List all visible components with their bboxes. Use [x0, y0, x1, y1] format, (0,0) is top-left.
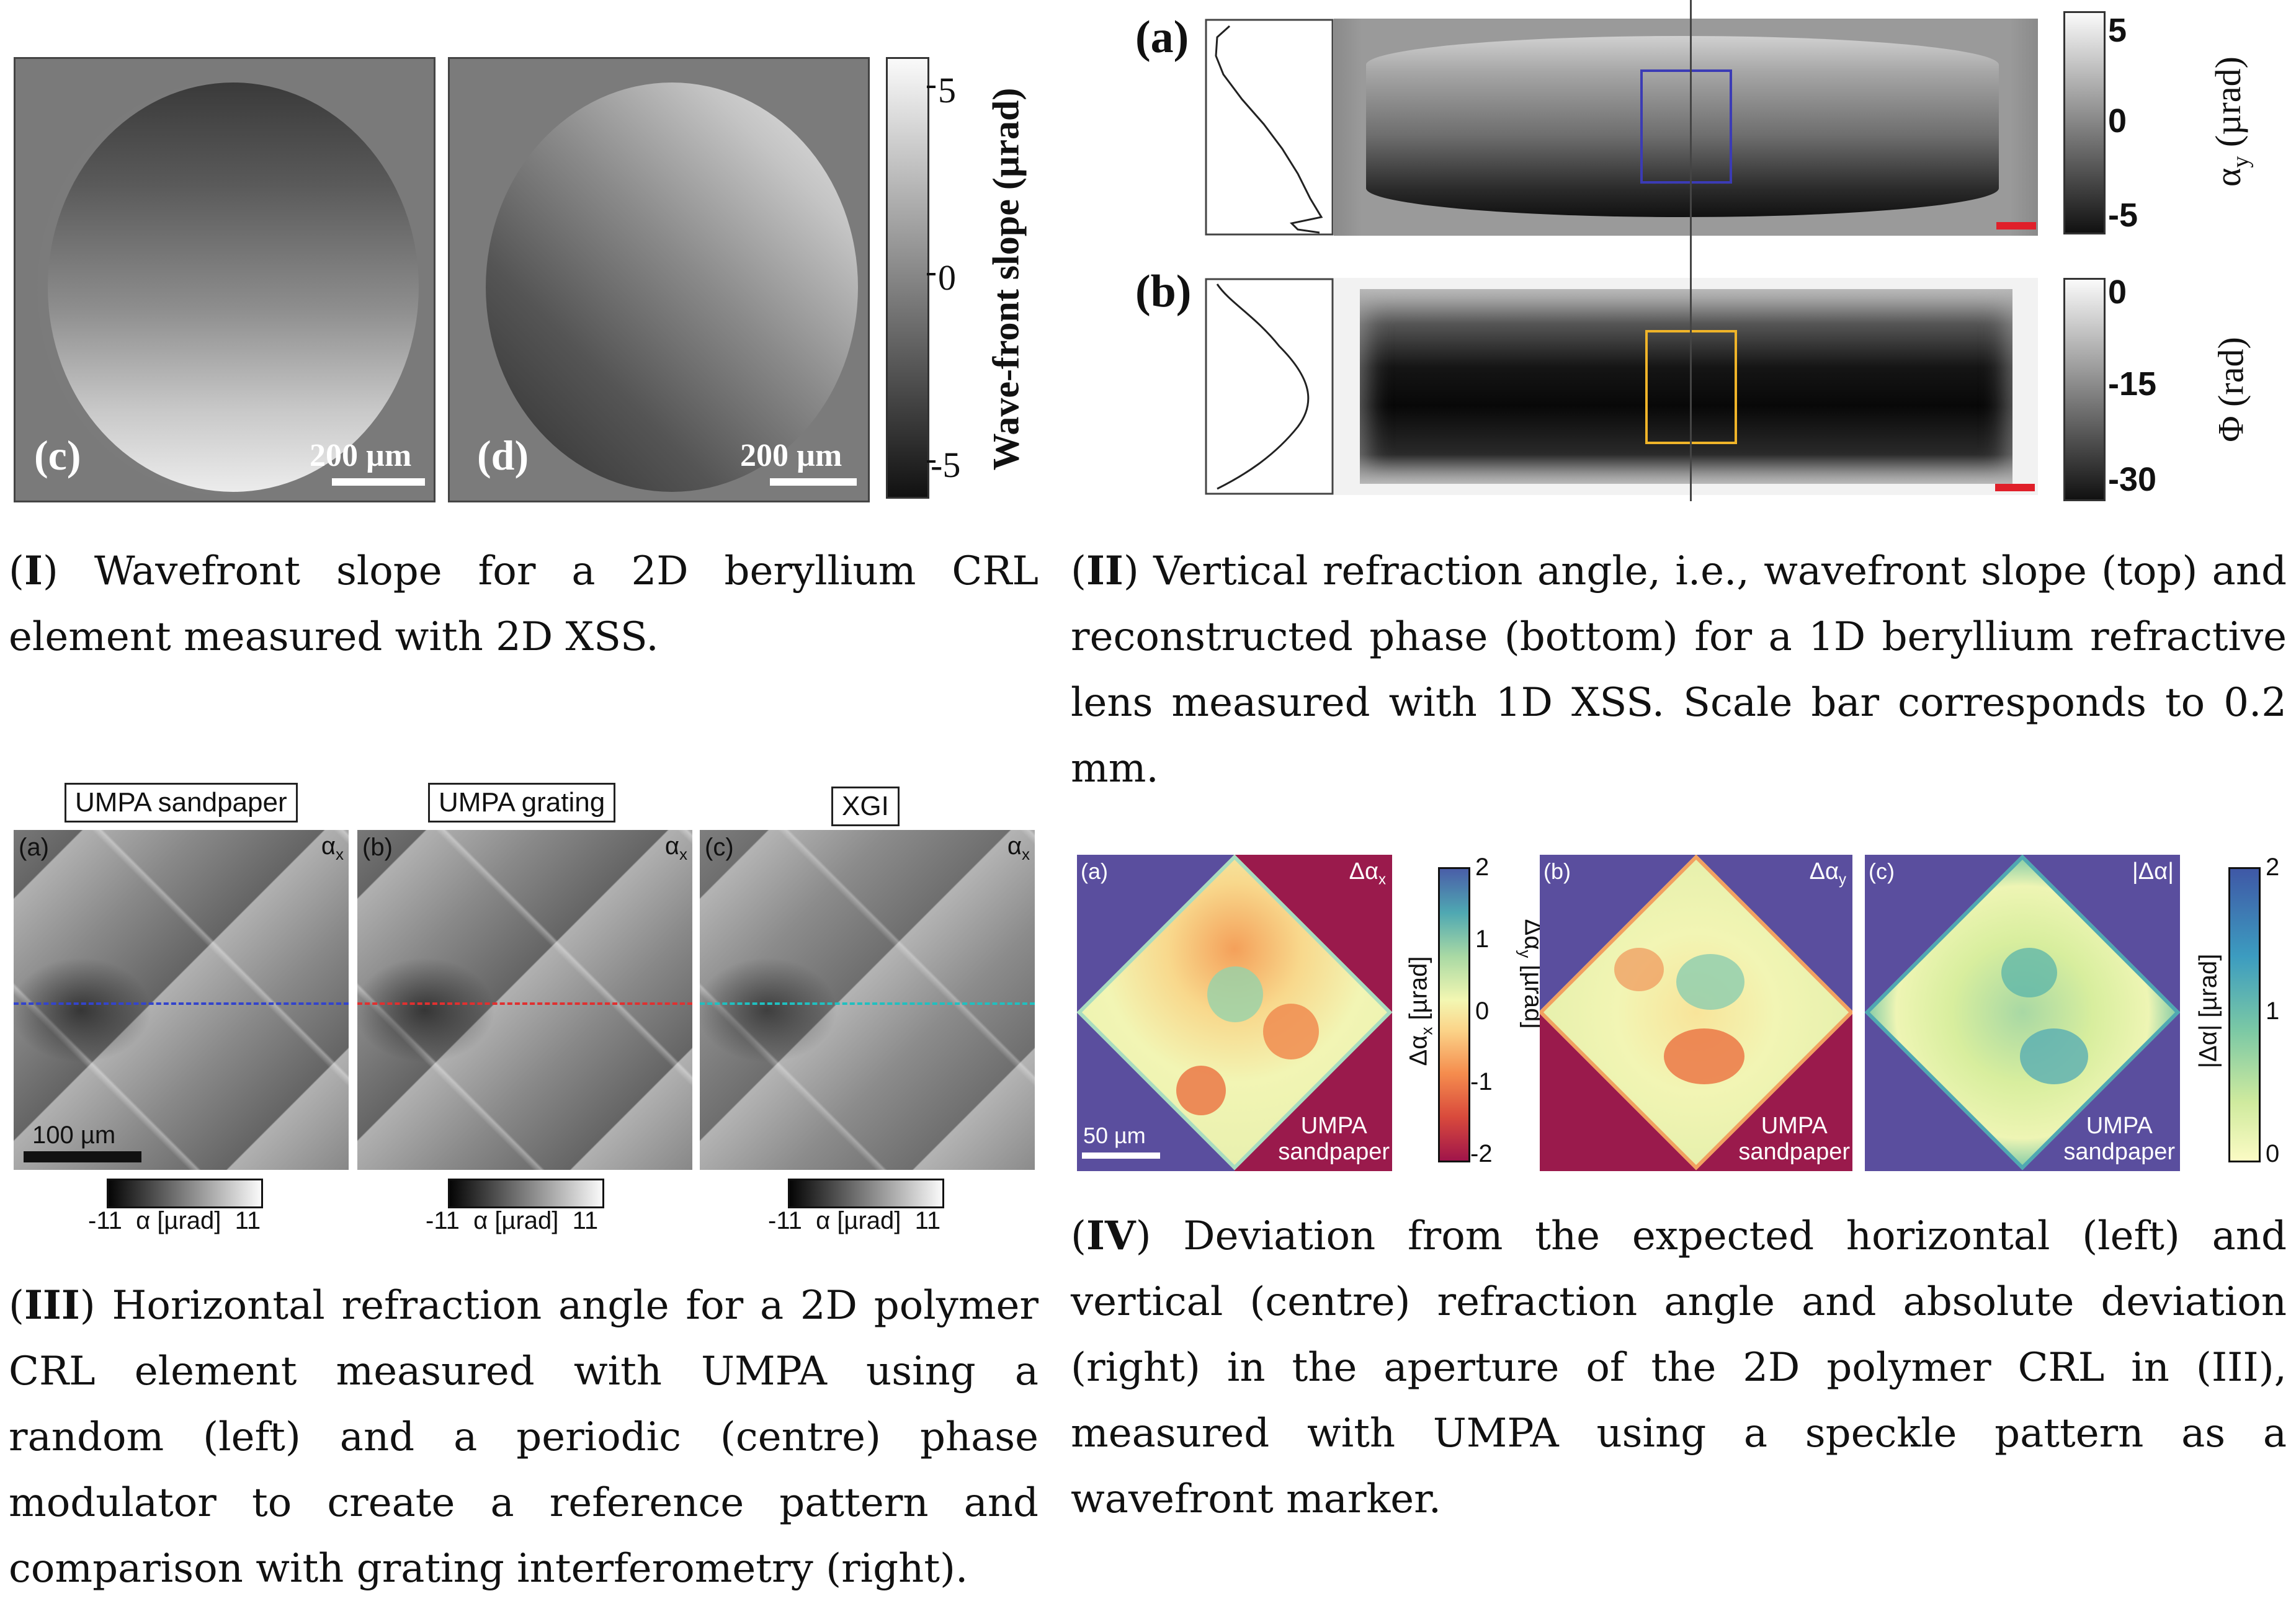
panel-IV-cbar-a-tick-neg2: -2 [1470, 1140, 1493, 1167]
panel-IV-colorbar-a [1438, 867, 1470, 1162]
panel-IV-image-a: (a) Δαx UMPA sandpaper 50 µm [1077, 855, 1392, 1171]
panel-II-label-a: (a) [1135, 12, 1189, 63]
scalebar-label-d: 200 µm [740, 438, 842, 473]
lens-aperture-c [48, 82, 419, 492]
panel-I-colorbar-label: Wave-front slope (µrad) [985, 87, 1027, 471]
panel-II-colorbar-a-tick-0: 0 [2108, 102, 2127, 140]
caption-III: (III) Horizontal refraction angle for a … [9, 1282, 1039, 1592]
panel-IV-cbar-a-tick-1: 1 [1475, 925, 1490, 953]
panel-II-colorbar-b [2063, 278, 2106, 501]
dashed-line-b [357, 1002, 692, 1005]
panel-IV-image-c: (c) |Δα| UMPA sandpaper [1865, 855, 2180, 1171]
panel-I-colorbar-tick-5: 5 [938, 70, 956, 110]
panel-IV-umpa-b: UMPA sandpaper [1738, 1113, 1850, 1165]
panel-III-image-b: (b) αx [357, 830, 692, 1170]
panel-IV-cbar-c-label: |Δα| [µrad] [2194, 953, 2222, 1069]
panel-IV-cbar-c-tick-0: 0 [2266, 1140, 2280, 1167]
panel-II-colorbar-a-label: αy (µrad) [2208, 56, 2254, 187]
label-d: (d) [477, 432, 529, 479]
panel-III-cbar-c-text: -11 α [µrad] 11 [768, 1207, 941, 1234]
panel-III-cbar-b-text: -11 α [µrad] 11 [426, 1207, 599, 1234]
panel-I-colorbar-tick-neg5: -5 [931, 445, 961, 485]
panel-III-colorbar-c [788, 1179, 944, 1208]
panel-IV-corner-b: Δαy [1809, 858, 1846, 888]
panel-IV-corner-c: |Δα| [2132, 858, 2174, 885]
panel-II-colorbar-a-tick-5: 5 [2108, 12, 2127, 49]
panel-I-image-c: (c) 200 µm [14, 57, 436, 502]
scalebar-d [770, 478, 857, 486]
panel-III-label-b: (b) [362, 834, 393, 861]
caption-II: (II) Vertical refraction angle, i.e., wa… [1071, 548, 2287, 791]
panel-III-alpha-c: αx [1007, 832, 1030, 863]
panel-III-scalebar-label: 100 µm [32, 1121, 116, 1149]
panel-IV-label-a: (a) [1081, 858, 1108, 884]
panel-III-colorbar-a [107, 1179, 263, 1208]
panel-IV-colorbar-c [2228, 867, 2261, 1162]
panel-IV-umpa-a: UMPA sandpaper [1278, 1113, 1390, 1165]
panel-I-image-d: (d) 200 µm [448, 57, 870, 502]
panel-IV-image-b: (b) Δαy UMPA sandpaper [1540, 855, 1852, 1171]
panel-III-label-c: (c) [705, 834, 734, 861]
panel-IV-cbar-c-tick-1: 1 [2266, 997, 2280, 1025]
panel-IV-cbar-a-tick-0: 0 [1475, 997, 1490, 1025]
panel-III-title-c: XGI [831, 787, 900, 826]
panel-IV-cbar-a-tick-2: 2 [1475, 854, 1490, 881]
panel-II-image-a [1334, 19, 2038, 236]
panel-II-colorbar-b-tick-neg30: -30 [2108, 461, 2157, 498]
panel-II-label-b: (b) [1135, 266, 1192, 317]
panel-III-alpha-a: αx [321, 832, 344, 863]
panel-II-profile-b [1205, 278, 1334, 495]
panel-III-label-a: (a) [19, 834, 49, 861]
lens-aperture-d [486, 82, 858, 492]
panel-II-colorbar-a [2063, 11, 2106, 234]
panel-III-title-b: UMPA grating [428, 783, 616, 823]
panel-II-profile-a [1205, 19, 1334, 236]
scalebar-c [332, 478, 425, 486]
caption-IV: (IV) Deviation from the expected horizon… [1071, 1213, 2287, 1522]
panel-II-colorbar-b-tick-neg15: -15 [2108, 365, 2157, 403]
panel-IV-cbar-a-tick-neg1: -1 [1470, 1068, 1493, 1095]
panel-II-colorbar-b-label: Φ (rad) [2210, 337, 2251, 442]
red-scalebar-b [1995, 484, 2035, 491]
panel-III-alpha-b: αx [664, 832, 687, 863]
caption-I: (I) Wavefront slope for a 2D beryllium C… [9, 548, 1039, 660]
panel-I-colorbar-tick-0: 0 [938, 257, 956, 298]
panel-III-image-c: (c) αx [700, 830, 1035, 1170]
panel-IV-label-c: (c) [1869, 858, 1895, 884]
red-scalebar-a [1996, 222, 2036, 230]
panel-III-colorbar-b [448, 1179, 604, 1208]
panel-IV-cbar-c-tick-2: 2 [2266, 854, 2280, 881]
panel-IV-umpa-c: UMPA sandpaper [2063, 1113, 2175, 1165]
dashed-line-c [700, 1002, 1035, 1005]
panel-III-title-a: UMPA sandpaper [65, 783, 298, 823]
panel-III-scalebar [24, 1151, 141, 1162]
panel-IV-cbar-a-label: Δαx [µrad] [1405, 956, 1436, 1066]
dashed-line-a [14, 1002, 349, 1005]
panel-I-colorbar [886, 57, 929, 499]
panel-IV-scalebar [1082, 1153, 1160, 1159]
panel-IV-scalebar-label: 50 µm [1083, 1123, 1146, 1148]
panel-II-colorbar-b-tick-0: 0 [2108, 274, 2127, 311]
label-c: (c) [34, 432, 81, 479]
panel-IV-label-b: (b) [1543, 858, 1571, 884]
roi-box-a [1640, 69, 1732, 184]
panel-II-image-b [1334, 278, 2038, 495]
panel-III-image-a: (a) αx 100 µm [14, 830, 349, 1170]
panel-II-vertical-line [1690, 0, 1692, 501]
panel-II-colorbar-a-tick-neg5: -5 [2108, 197, 2138, 234]
scalebar-label-c: 200 µm [310, 438, 412, 473]
panel-IV-corner-a: Δαx [1349, 858, 1386, 888]
panel-III-cbar-a-text: -11 α [µrad] 11 [88, 1207, 261, 1234]
